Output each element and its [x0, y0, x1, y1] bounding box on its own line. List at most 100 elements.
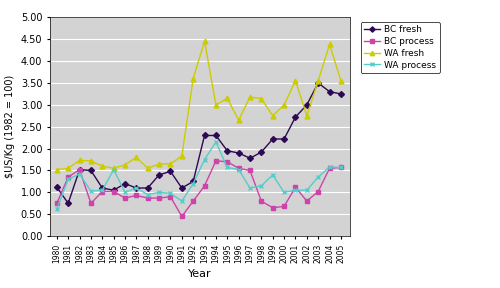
WA fresh	[100, 164, 105, 168]
WA process	[122, 191, 128, 194]
BC process	[168, 195, 173, 198]
BC process	[326, 166, 332, 170]
BC process	[247, 169, 253, 172]
WA process	[100, 188, 105, 192]
Line: WA fresh: WA fresh	[54, 39, 344, 172]
WA fresh	[258, 97, 264, 101]
BC fresh	[65, 202, 71, 205]
WA process	[292, 188, 298, 192]
BC process	[134, 194, 140, 197]
BC fresh	[304, 103, 310, 107]
BC process	[202, 184, 207, 187]
BC process	[100, 190, 105, 193]
BC fresh	[110, 188, 116, 192]
BC fresh	[326, 90, 332, 93]
BC fresh	[236, 151, 242, 155]
Y-axis label: $US/Kg (1982 = 100): $US/Kg (1982 = 100)	[5, 75, 15, 178]
BC fresh	[100, 186, 105, 190]
BC fresh	[122, 182, 128, 185]
BC process	[258, 199, 264, 203]
WA process	[315, 175, 321, 179]
BC process	[110, 190, 116, 193]
BC fresh	[281, 137, 287, 141]
BC fresh	[213, 134, 219, 137]
BC process	[292, 185, 298, 189]
WA fresh	[144, 166, 150, 170]
Line: WA process: WA process	[54, 140, 344, 211]
BC fresh	[202, 134, 207, 137]
WA fresh	[202, 40, 207, 43]
WA fresh	[315, 79, 321, 82]
WA fresh	[65, 166, 71, 170]
BC process	[270, 206, 276, 209]
BC process	[156, 196, 162, 200]
WA fresh	[179, 154, 185, 158]
BC fresh	[292, 115, 298, 119]
Line: BC fresh: BC fresh	[54, 81, 343, 205]
WA fresh	[156, 162, 162, 166]
WA process	[110, 168, 116, 171]
WA fresh	[134, 156, 140, 159]
X-axis label: Year: Year	[188, 269, 212, 279]
WA fresh	[326, 43, 332, 46]
BC process	[213, 159, 219, 163]
Line: BC process: BC process	[54, 159, 343, 219]
WA process	[236, 168, 242, 171]
WA process	[224, 166, 230, 169]
WA process	[258, 184, 264, 187]
WA process	[144, 193, 150, 196]
WA process	[156, 191, 162, 194]
WA fresh	[292, 79, 298, 82]
BC process	[236, 166, 242, 170]
BC fresh	[270, 137, 276, 141]
BC process	[224, 160, 230, 164]
BC process	[65, 175, 71, 179]
BC fresh	[88, 169, 94, 172]
WA process	[326, 165, 332, 169]
WA process	[338, 166, 344, 169]
WA fresh	[304, 114, 310, 118]
BC process	[315, 190, 321, 193]
BC fresh	[168, 170, 173, 173]
BC fresh	[190, 180, 196, 183]
BC process	[88, 202, 94, 205]
WA fresh	[88, 159, 94, 163]
Legend: BC fresh, BC process, WA fresh, WA process: BC fresh, BC process, WA fresh, WA proce…	[360, 22, 440, 73]
BC fresh	[338, 92, 344, 96]
BC fresh	[156, 173, 162, 177]
WA process	[304, 188, 310, 192]
WA process	[281, 191, 287, 194]
WA fresh	[76, 159, 82, 162]
WA fresh	[281, 103, 287, 107]
WA process	[270, 173, 276, 177]
WA fresh	[338, 79, 344, 82]
WA fresh	[190, 77, 196, 80]
WA process	[54, 207, 60, 211]
WA process	[179, 199, 185, 203]
WA fresh	[168, 162, 173, 166]
BC fresh	[247, 156, 253, 160]
BC process	[76, 168, 82, 171]
WA process	[134, 186, 140, 190]
BC process	[190, 199, 196, 203]
WA process	[88, 189, 94, 193]
BC process	[338, 166, 344, 169]
BC process	[179, 215, 185, 218]
WA fresh	[224, 96, 230, 100]
BC fresh	[179, 186, 185, 190]
BC fresh	[258, 150, 264, 154]
WA process	[190, 182, 196, 185]
WA process	[65, 177, 71, 181]
WA fresh	[247, 95, 253, 99]
BC process	[122, 196, 128, 200]
WA fresh	[54, 168, 60, 171]
WA process	[76, 172, 82, 176]
BC fresh	[134, 186, 140, 190]
WA fresh	[110, 166, 116, 170]
BC process	[281, 205, 287, 208]
WA process	[202, 158, 207, 161]
WA fresh	[122, 163, 128, 166]
BC fresh	[144, 186, 150, 190]
WA process	[213, 140, 219, 144]
BC process	[144, 196, 150, 200]
